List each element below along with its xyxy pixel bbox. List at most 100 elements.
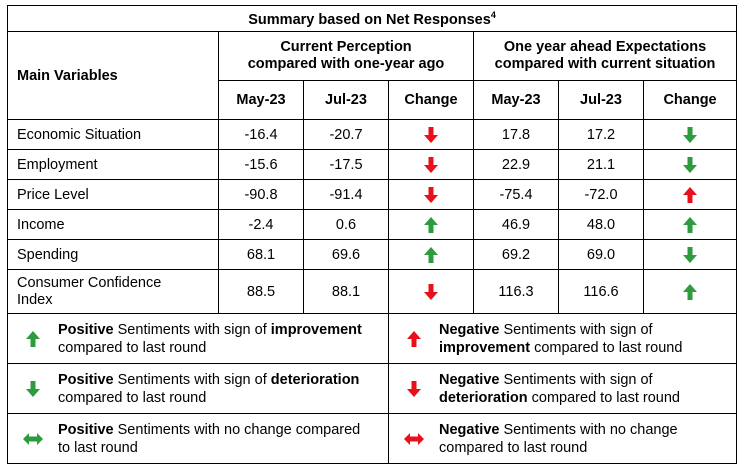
legend-row: Positive Sentiments with sign of deterio… bbox=[7, 363, 737, 414]
expectations-line2: compared with current situation bbox=[494, 56, 716, 72]
green-down-arrow-icon bbox=[683, 156, 698, 173]
row-label-line1: Consumer Confidence bbox=[17, 274, 162, 291]
legend-bold-qualifier: improvement bbox=[270, 321, 362, 338]
legend-text: Sentiments with sign of bbox=[499, 321, 653, 338]
table-title: Summary based on Net Responses4 bbox=[6, 5, 738, 32]
col-header-ex-may: May-23 bbox=[473, 80, 559, 120]
legend-item: Positive Sentiments with no change compa… bbox=[7, 413, 389, 464]
summary-table: Summary based on Net Responses4 Main Var… bbox=[6, 5, 738, 314]
ex-may-value: 69.2 bbox=[473, 239, 559, 270]
cp-jul-value: -20.7 bbox=[303, 119, 389, 150]
col-header-cp-may: May-23 bbox=[218, 80, 304, 120]
current-perception-header: Current Perception compared with one-yea… bbox=[218, 31, 474, 81]
table-row: Economic Situation -16.4 -20.7 17.8 17.2 bbox=[7, 119, 738, 150]
red-down-arrow-icon bbox=[424, 156, 438, 173]
ex-change-cell bbox=[642, 269, 738, 314]
table-row: Employment -15.6 -17.5 22.9 21.1 bbox=[7, 149, 738, 180]
row-label: Economic Situation bbox=[7, 119, 219, 150]
legend-text: Sentiments with sign of bbox=[113, 371, 271, 388]
ex-may-value: 22.9 bbox=[473, 149, 559, 180]
ex-jul-value: 17.2 bbox=[558, 119, 644, 150]
legend-bold-qualifier: improvement bbox=[439, 339, 531, 356]
red-up-arrow-icon bbox=[683, 186, 698, 203]
red-up-arrow-icon bbox=[407, 330, 421, 347]
table-title-text: Summary based on Net Responses bbox=[248, 11, 491, 28]
row-label: Consumer Confidence Index bbox=[7, 269, 219, 314]
legend-text-line2: compared to last round bbox=[530, 339, 683, 356]
red-left-right-arrow-icon bbox=[404, 432, 424, 445]
cp-jul-value: 69.6 bbox=[303, 239, 389, 270]
cp-may-value: -90.8 bbox=[218, 179, 304, 210]
legend-text: Sentiments with sign of bbox=[499, 371, 653, 388]
legend-text-line2: compared to last round bbox=[439, 439, 588, 456]
legend-bold-term: Positive bbox=[58, 371, 114, 388]
legend-item: Negative Sentiments with sign of deterior… bbox=[388, 363, 737, 414]
ex-may-value: 17.8 bbox=[473, 119, 559, 150]
green-up-arrow-icon bbox=[26, 330, 40, 347]
legend-text-line2: compared to last round bbox=[58, 389, 207, 406]
cp-change-cell bbox=[388, 179, 474, 210]
green-up-arrow-icon bbox=[424, 216, 438, 233]
cp-change-cell bbox=[388, 239, 474, 270]
legend-text-line2: compared to last round bbox=[527, 389, 680, 406]
legend-bold-term: Negative bbox=[439, 321, 500, 338]
row-label: Employment bbox=[7, 149, 219, 180]
legend-item: Positive Sentiments with sign of improve… bbox=[7, 314, 389, 364]
ex-jul-value: -72.0 bbox=[558, 179, 644, 210]
cp-jul-value: 88.1 bbox=[303, 269, 389, 314]
green-up-arrow-icon bbox=[683, 216, 698, 233]
col-header-ex-change: Change bbox=[642, 80, 738, 120]
col-header-cp-change: Change bbox=[388, 80, 474, 120]
current-perception-line2: compared with one-year ago bbox=[247, 56, 445, 72]
legend-bold-term: Negative bbox=[439, 421, 500, 438]
cp-may-value: -15.6 bbox=[218, 149, 304, 180]
col-header-ex-jul: Jul-23 bbox=[558, 80, 644, 120]
legend-text-line2: compared to last round bbox=[58, 339, 207, 356]
row-label: Price Level bbox=[7, 179, 219, 210]
legend-item: Negative Sentiments with no change compar… bbox=[388, 413, 737, 464]
table-row: Consumer Confidence Index 88.5 88.1 116.3 116… bbox=[7, 269, 738, 314]
cp-may-value: 68.1 bbox=[218, 239, 304, 270]
legend-bold-qualifier: deterioration bbox=[270, 371, 360, 388]
current-perception-line1: Current Perception bbox=[280, 39, 412, 55]
footnote-marker: 4 bbox=[490, 9, 496, 20]
row-label-line2: Index bbox=[17, 291, 53, 308]
table-row: Price Level -90.8 -91.4 -75.4 -72.0 bbox=[7, 179, 738, 210]
legend-bold-term: Positive bbox=[58, 321, 114, 338]
cp-change-cell bbox=[388, 209, 474, 240]
row-label: Spending bbox=[7, 239, 219, 270]
red-down-arrow-icon bbox=[424, 126, 438, 143]
legend-text: Sentiments with sign of bbox=[113, 321, 271, 338]
ex-may-value: 116.3 bbox=[473, 269, 559, 314]
legend-item: Positive Sentiments with sign of deterio… bbox=[7, 363, 389, 414]
legend-bold-term: Positive bbox=[58, 421, 114, 438]
legend-item: Negative Sentiments with sign of improvem… bbox=[388, 314, 737, 364]
ex-jul-value: 21.1 bbox=[558, 149, 644, 180]
legend-bold-term: Negative bbox=[439, 371, 500, 388]
summary-table-container: Summary based on Net Responses4 Main Var… bbox=[6, 5, 738, 464]
ex-jul-value: 116.6 bbox=[558, 269, 644, 314]
ex-change-cell bbox=[642, 149, 738, 180]
legend-row: Positive Sentiments with sign of improve… bbox=[7, 314, 737, 364]
ex-change-cell bbox=[642, 209, 738, 240]
table-row: Income -2.4 0.6 46.9 48.0 bbox=[7, 209, 738, 240]
green-up-arrow-icon bbox=[424, 246, 438, 263]
cp-jul-value: 0.6 bbox=[303, 209, 389, 240]
legend-table: Positive Sentiments with sign of improve… bbox=[7, 314, 737, 464]
legend-text: Sentiments with no change bbox=[499, 421, 678, 438]
col-header-cp-jul: Jul-23 bbox=[303, 80, 389, 120]
green-down-arrow-icon bbox=[683, 246, 698, 263]
ex-jul-value: 48.0 bbox=[558, 209, 644, 240]
green-down-arrow-icon bbox=[26, 380, 40, 397]
expectations-header: One year ahead Expectations compared wit… bbox=[472, 31, 738, 81]
ex-may-value: -75.4 bbox=[473, 179, 559, 210]
cp-jul-value: -17.5 bbox=[303, 149, 389, 180]
cp-may-value: 88.5 bbox=[218, 269, 304, 314]
green-left-right-arrow-icon bbox=[23, 432, 43, 445]
red-down-arrow-icon bbox=[424, 283, 438, 300]
cp-change-cell bbox=[388, 149, 474, 180]
expectations-line1: One year ahead Expectations bbox=[503, 39, 707, 55]
cp-may-value: -16.4 bbox=[218, 119, 304, 150]
cp-change-cell bbox=[388, 119, 474, 150]
ex-change-cell bbox=[642, 119, 738, 150]
